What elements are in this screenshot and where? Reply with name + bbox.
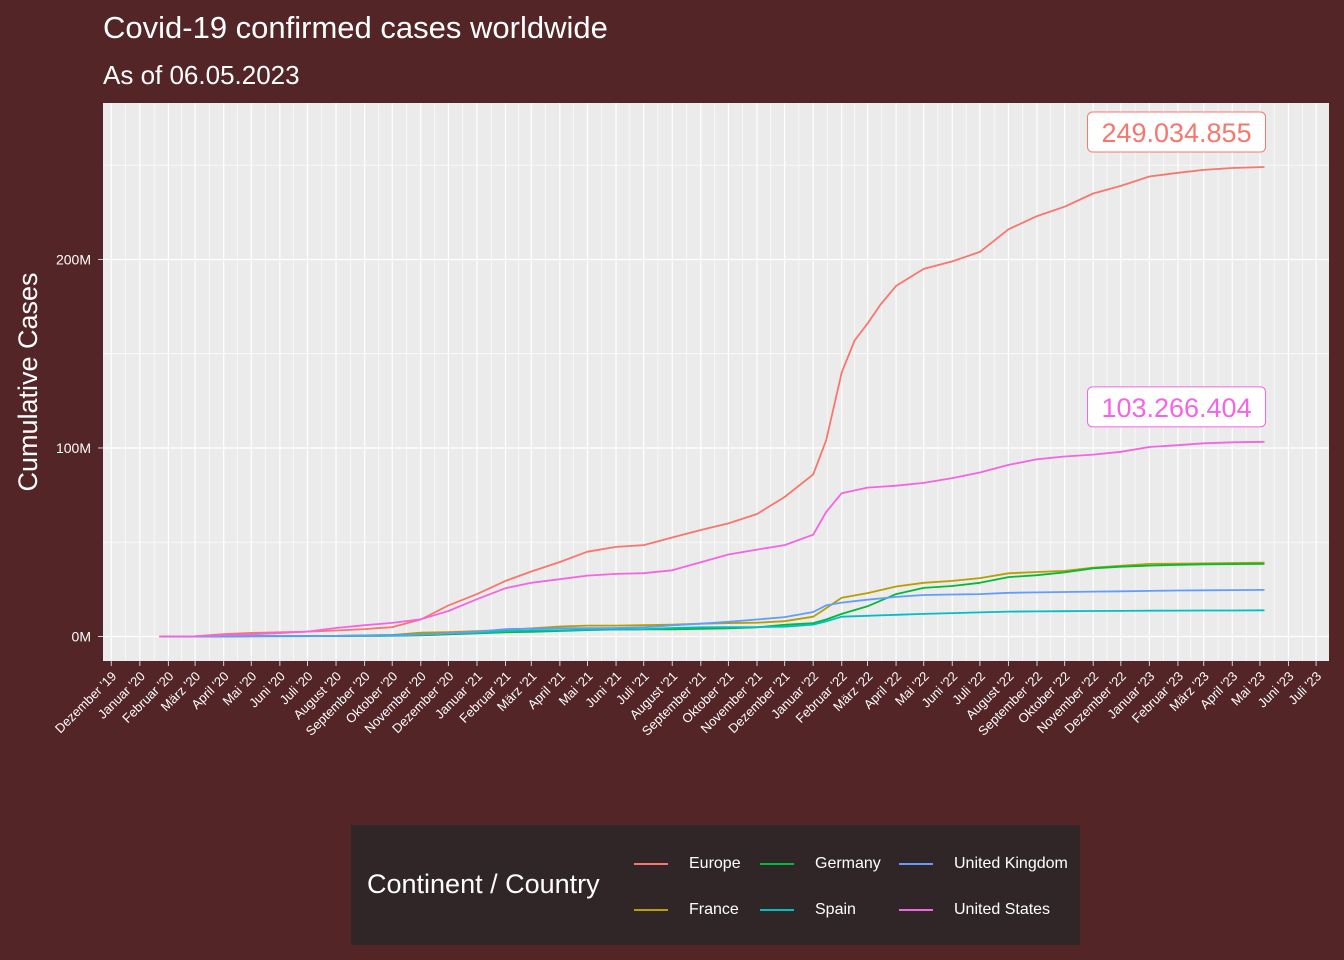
legend-label-europe: Europe <box>689 855 741 872</box>
legend: Continent / Country Europe France German… <box>351 825 1080 945</box>
legend-key-united-kingdom <box>899 863 933 865</box>
legend-label-germany: Germany <box>815 855 881 872</box>
series-line-united-states <box>159 440 1265 638</box>
series-line-europe <box>159 166 1265 638</box>
annotation-label: 103.266.404 <box>1101 393 1251 423</box>
legend-key-spain <box>760 909 794 911</box>
legend-key-france <box>634 909 668 911</box>
y-tick-label: 200M <box>56 251 91 267</box>
annotation-box <box>1087 386 1267 428</box>
legend-label-spain: Spain <box>815 901 856 918</box>
legend-key-united-states <box>899 909 933 911</box>
y-tick-label: 100M <box>56 440 91 456</box>
legend-label-france: France <box>689 901 739 918</box>
plot-panel <box>103 103 1329 661</box>
legend-label-united-kingdom: United Kingdom <box>954 855 1068 872</box>
annotation-box <box>1087 111 1267 153</box>
chart-title: Covid-19 confirmed cases worldwide <box>103 10 608 45</box>
y-axis-label: Cumulative Cases <box>13 272 43 491</box>
annotation-label: 249.034.855 <box>1101 118 1251 148</box>
y-tick-label: 0M <box>72 628 91 644</box>
legend-key-germany <box>760 863 794 865</box>
legend-key-europe <box>634 863 668 865</box>
series-line-united-kingdom <box>167 589 1265 638</box>
legend-title: Continent / Country <box>367 869 600 899</box>
legend-label-united-states: United States <box>954 901 1051 918</box>
chart-subtitle: As of 06.05.2023 <box>103 60 300 90</box>
